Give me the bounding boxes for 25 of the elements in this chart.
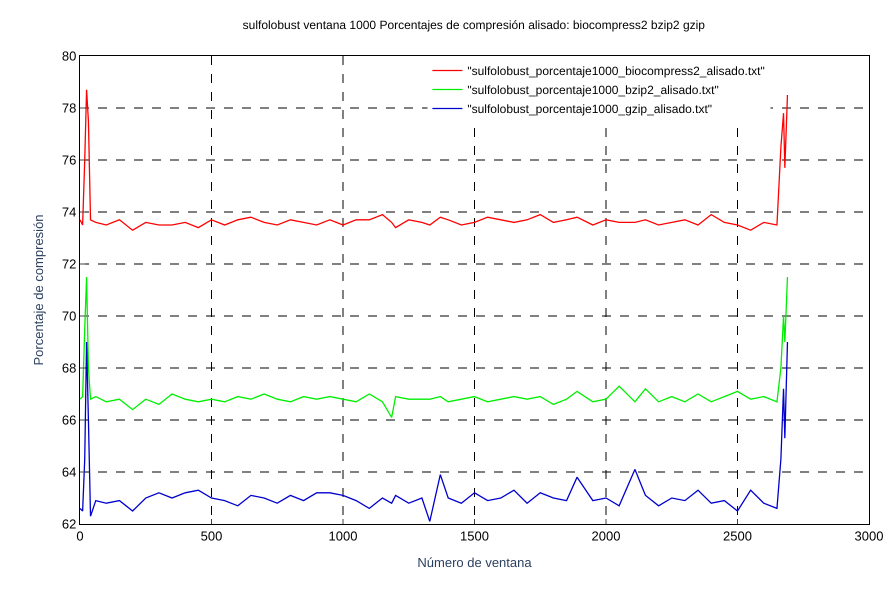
- y-axis-title: Porcentaje de compresión: [30, 214, 46, 366]
- y-tick-label: 68: [62, 360, 76, 376]
- x-axis-title: Número de ventana: [417, 555, 532, 570]
- legend-label: "sulfolobust_porcentaje1000_biocompress2_alisado.txt": [467, 64, 765, 78]
- legend-label: "sulfolobust_porcentaje1000_bzip2_alisado.txt": [467, 83, 719, 98]
- y-tick-label: 62: [62, 516, 76, 532]
- y-tick-label: 70: [62, 308, 76, 324]
- x-tick-label: 500: [200, 528, 222, 544]
- x-tick-label: 2000: [592, 528, 620, 544]
- y-tick-label: 80: [62, 48, 76, 64]
- y-tick-label: 74: [62, 204, 76, 220]
- x-tick-label: 1500: [460, 528, 489, 544]
- line-series: [80, 341, 788, 522]
- x-tick-label: 0: [76, 528, 84, 544]
- y-tick-label: 66: [62, 412, 76, 428]
- x-tick-label: 2500: [723, 528, 752, 544]
- y-tick-label: 64: [62, 464, 76, 480]
- legend-label: "sulfolobust_porcentaje1000_gzip_alisado.txt": [467, 102, 712, 116]
- x-tick-label: 1000: [328, 528, 358, 544]
- line-series: [80, 276, 788, 418]
- y-tick-label: 76: [62, 152, 76, 168]
- y-tick-label: 72: [62, 256, 76, 272]
- x-tick-label: 3000: [854, 528, 884, 544]
- y-tick-label: 78: [62, 100, 76, 116]
- chart-title: sulfolobust ventana 1000 Porcentajes de compresión alisado: biocompress2 bzip2 gzip: [242, 18, 706, 32]
